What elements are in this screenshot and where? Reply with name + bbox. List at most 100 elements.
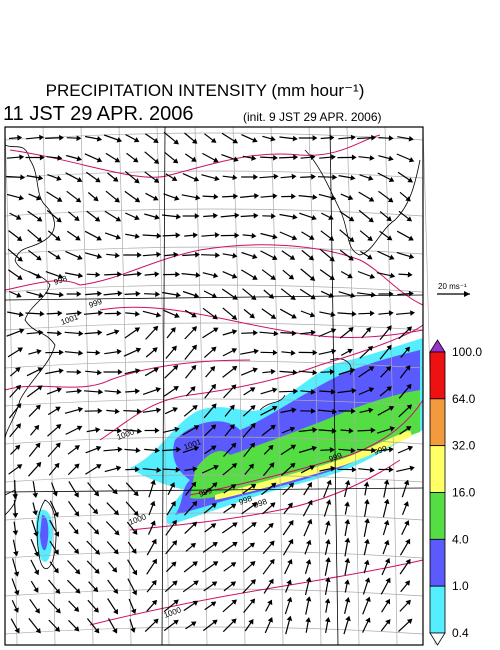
wind-arrow-head [384,539,390,546]
wind-arrow-head [344,479,351,486]
wind-arrow-head [405,599,411,606]
wind-arrow-head [114,408,120,415]
wind-arrow-head [367,345,374,352]
wind-arrow-head [404,520,410,526]
wind-arrow-head [32,492,39,498]
wind-arrow-head [232,541,238,547]
wind-arrow-head [388,155,394,162]
wind-arrow-head [15,367,21,373]
wind-arrow-head [152,325,159,332]
wind-arrow-head [234,212,240,219]
wind-arrow-head [212,541,218,548]
wind-arrow-head [36,349,42,355]
wind-arrow-head [269,540,275,547]
contour-label: 999 [88,297,104,310]
wind-arrow-head [17,256,23,262]
wind-arrow-head [212,561,219,567]
wind-arrow-head [114,329,120,335]
wind-arrow-head [156,232,162,239]
wind-arrow-head [364,538,370,545]
wind-arrow-head [286,579,292,585]
wind-arrow-head [348,255,354,261]
wind-arrow-head [132,529,138,535]
wind-arrow-head [312,427,318,433]
wind-arrow-head [230,442,237,449]
wind-arrow-head [289,426,296,433]
wind-arrow-head [363,481,370,487]
wind-arrow-head [190,364,197,371]
wind-arrow-head [55,442,61,448]
wind-arrow-head [212,619,218,625]
wind-arrow-head [252,274,258,280]
wind-arrow-head [409,465,415,472]
wind-arrow-head [132,157,139,163]
wind-arrow-head [310,294,316,300]
wind-arrow-head [403,501,409,507]
wind-arrow-head [406,383,412,390]
wind-arrow-head [33,569,40,576]
wind-arrow-head [292,214,298,220]
wind-arrow-head [135,310,140,317]
wind-arrow-head [312,349,318,356]
wind-arrow-head [115,465,122,472]
scale-arrow-head [464,291,470,297]
wind-arrow-head [253,329,258,336]
wind-arrow-head [405,558,411,565]
wind-arrow-head [325,557,331,563]
wind-arrow-head [386,235,393,241]
wind-arrow-head [293,388,299,395]
wind-arrow-head [368,407,374,414]
wind-arrow-head [97,329,103,336]
wind-arrow-head [152,195,159,201]
colorbar-label: 100.0 [452,345,482,359]
wind-arrow-head [190,621,197,627]
wind-arrow-head [363,559,370,566]
wind-arrow-head [58,291,64,298]
colorbar-bottom-triangle [429,632,446,646]
wind-arrow-head [170,327,176,333]
wind-arrow-head [55,406,61,412]
wind-arrow-head [405,426,412,432]
wind-arrow-head [14,627,20,634]
wind-arrow-head [96,136,103,142]
wind-arrow-head [114,197,120,203]
wind-arrow-head [93,607,99,613]
lat-lon-grid [4,126,436,646]
wind-arrow-head [73,528,79,535]
wind-arrow-head [330,194,337,201]
wind-arrow-head [210,346,217,352]
wind-arrow-head [12,513,19,518]
wind-arrow-head [58,368,64,374]
wind-arrow-head [117,290,123,297]
wind-arrow-head [116,348,122,355]
wind-arrow-head [351,387,357,394]
wind-arrow-head [192,404,198,411]
wind-arrow-head [305,617,311,623]
wind-arrow-head [174,195,180,201]
wind-arrow-head [132,569,137,576]
wind-arrow-head [53,511,59,518]
wind-arrow-head [96,235,102,241]
wind-arrow-head [366,254,373,260]
wind-arrow-head [345,615,351,622]
wind-arrow-head [170,500,176,507]
wind-arrow-head [171,561,177,567]
wind-arrow-head [388,406,395,412]
wind-arrow-head [18,311,24,318]
wind-arrow-head [371,447,377,454]
wind-arrow-head [58,349,64,356]
wind-arrow-head [350,134,356,141]
wind-arrow-head [233,193,239,200]
wind-arrow-head [55,588,61,595]
wind-arrow-head [253,212,259,219]
wind-arrow-head [37,385,43,391]
map: 9989991000100110019999989999989991000100… [4,126,436,646]
wind-arrow-head [368,387,375,393]
wind-arrow-head [191,156,197,162]
parallel [4,626,424,635]
wind-arrow-head [73,626,80,632]
wind-arrow-head [383,479,390,485]
wind-arrow-head [35,442,41,449]
wind-arrow-head [78,350,84,356]
wind-arrow-head [115,216,122,222]
